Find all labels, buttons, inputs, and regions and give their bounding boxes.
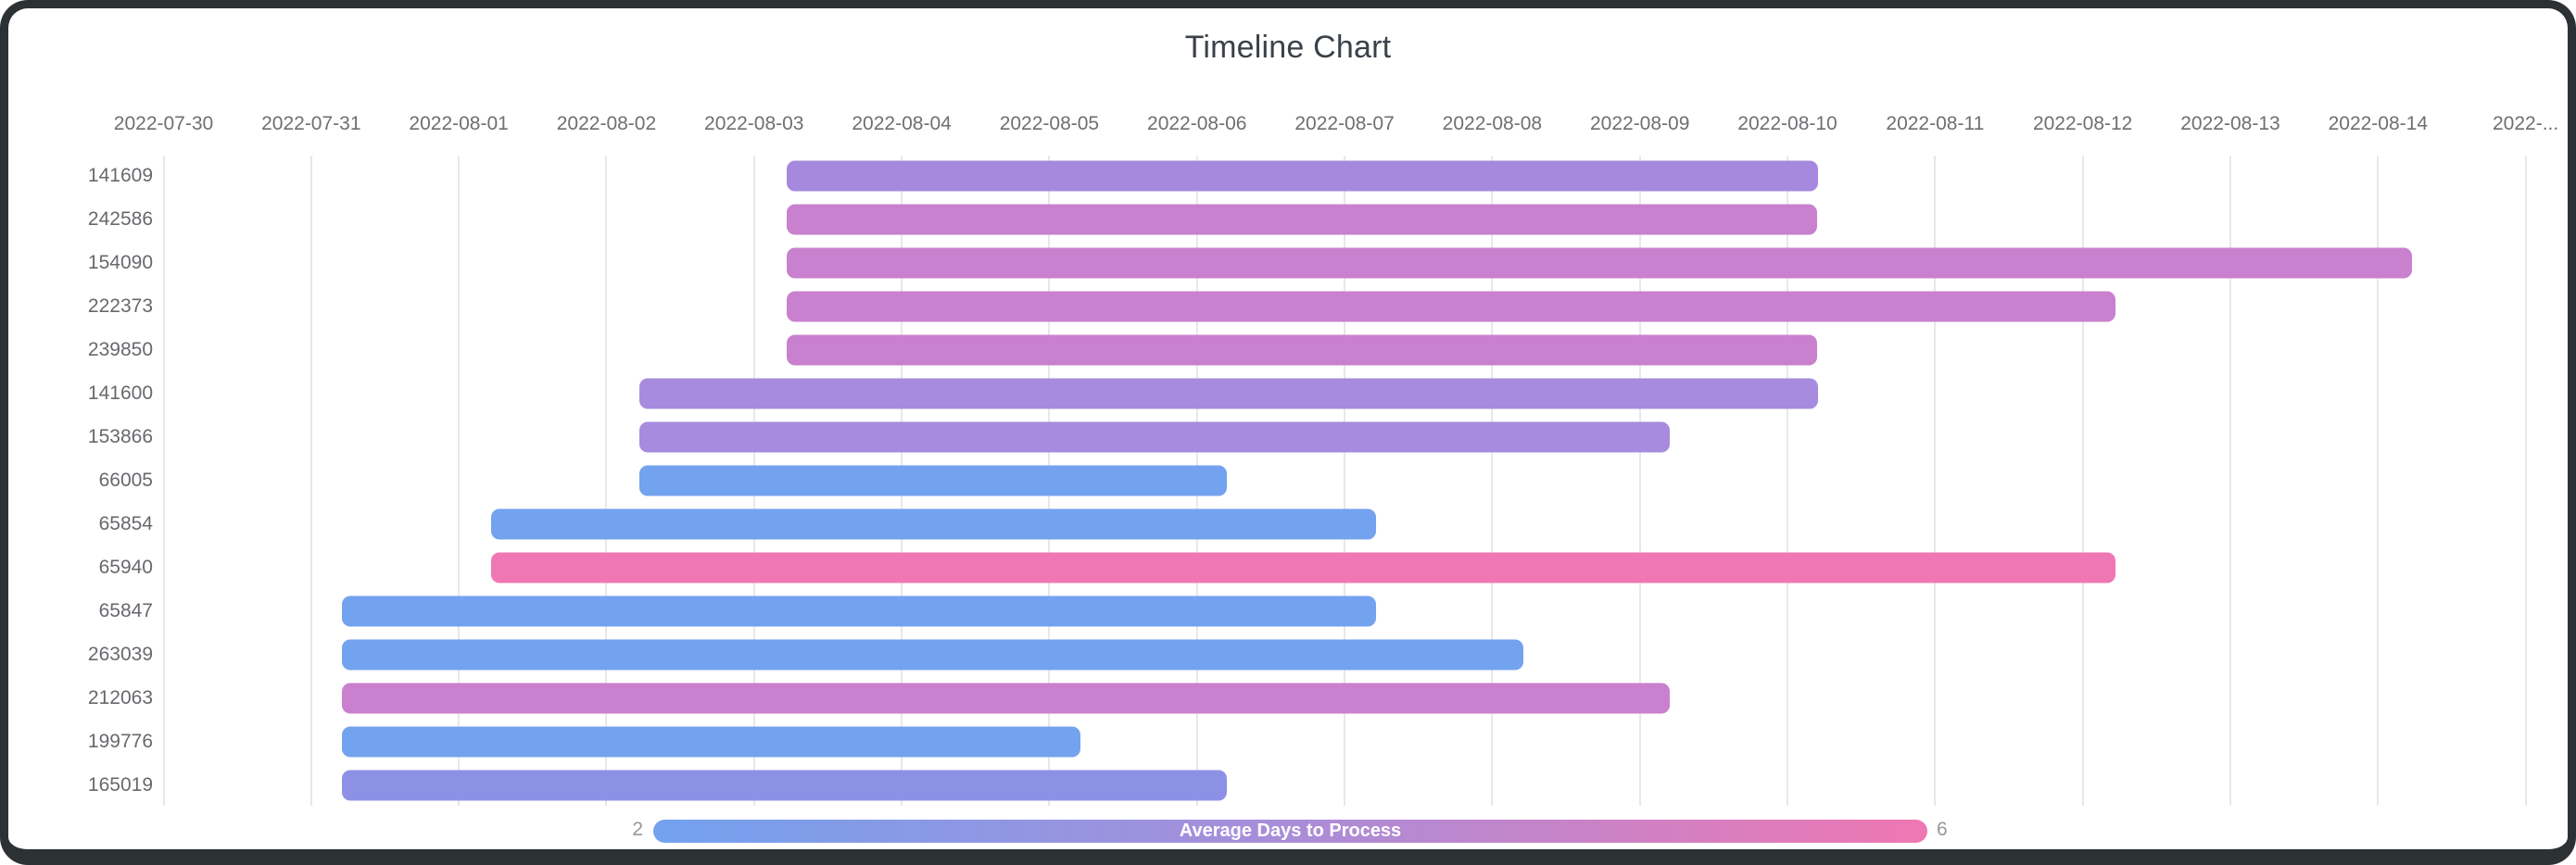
- gridline: [1491, 156, 1494, 806]
- timeline-bar[interactable]: [342, 639, 1523, 671]
- y-axis-label: 65854: [98, 513, 153, 534]
- legend-min-label: 2: [632, 819, 643, 840]
- timeline-bar[interactable]: [491, 508, 1376, 540]
- timeline-bar[interactable]: [342, 726, 1080, 758]
- timeline-bar[interactable]: [638, 421, 1670, 453]
- y-axis-label: 165019: [87, 774, 153, 796]
- gridline: [2524, 156, 2527, 806]
- timeline-bar[interactable]: [342, 683, 1670, 714]
- y-axis-label: 199776: [87, 731, 153, 752]
- timeline-bar[interactable]: [342, 595, 1376, 627]
- legend-gradient-bar: Average Days to Process: [653, 820, 1927, 843]
- gridline: [1934, 156, 1937, 806]
- gridline: [1638, 156, 1641, 806]
- gridline: [162, 156, 165, 806]
- gridline: [2377, 156, 2380, 806]
- gridline: [1344, 156, 1346, 806]
- timeline-bar[interactable]: [491, 552, 2115, 583]
- gridline: [309, 156, 312, 806]
- legend-max-label: 6: [1937, 819, 1948, 840]
- y-axis-label: 65847: [98, 600, 153, 621]
- y-axis-label: 66005: [98, 470, 153, 491]
- y-axis-label: 141600: [87, 382, 153, 404]
- x-axis-label: 2022-08-02: [556, 113, 657, 134]
- y-axis-label: 153866: [87, 426, 153, 447]
- gridline: [605, 156, 608, 806]
- timeline-bar[interactable]: [786, 291, 2115, 322]
- x-axis-label: 2022-08-01: [409, 113, 509, 134]
- x-axis-label: 2022-08-12: [2032, 113, 2133, 134]
- chart-title: Timeline Chart: [1184, 30, 1392, 65]
- x-axis-label: 2022-08-06: [1147, 113, 1247, 134]
- y-axis-label: 141609: [87, 165, 153, 186]
- gridline: [1787, 156, 1789, 806]
- x-axis-label: 2022-08-09: [1589, 113, 1690, 134]
- x-axis-label: 2022-08-14: [2328, 113, 2429, 134]
- timeline-bar[interactable]: [786, 160, 1819, 192]
- timeline-bar[interactable]: [638, 378, 1819, 409]
- x-axis-label: 2022-08-05: [999, 113, 1100, 134]
- y-axis-label: 239850: [87, 339, 153, 360]
- x-axis-label: 2022-08-04: [852, 113, 952, 134]
- timeline-bar[interactable]: [342, 770, 1227, 801]
- x-axis-label: 2022-08-07: [1294, 113, 1395, 134]
- x-axis-label: 2022-...: [2493, 113, 2559, 134]
- gridline: [2081, 156, 2084, 806]
- y-axis-label: 222373: [87, 295, 153, 317]
- x-axis-label: 2022-08-11: [1886, 113, 1985, 134]
- y-axis-label: 242586: [87, 208, 153, 230]
- timeline-bar[interactable]: [786, 247, 2412, 279]
- gridline: [458, 156, 461, 806]
- gridline: [2229, 156, 2231, 806]
- x-axis-label: 2022-08-10: [1737, 113, 1837, 134]
- x-axis-label: 2022-07-31: [261, 113, 361, 134]
- x-axis-label: 2022-08-13: [2180, 113, 2280, 134]
- x-axis-label: 2022-08-08: [1442, 113, 1543, 134]
- legend-title: Average Days to Process: [1179, 821, 1402, 841]
- x-axis-label: 2022-08-03: [704, 113, 804, 134]
- y-axis-label: 65940: [98, 557, 153, 578]
- timeline-bar[interactable]: [638, 465, 1227, 496]
- x-axis-label: 2022-07-30: [113, 113, 214, 134]
- timeline-bar[interactable]: [786, 204, 1817, 235]
- timeline-bar[interactable]: [786, 334, 1817, 366]
- y-axis-label: 263039: [87, 644, 153, 665]
- y-axis-label: 154090: [87, 252, 153, 273]
- y-axis-label: 212063: [87, 687, 153, 708]
